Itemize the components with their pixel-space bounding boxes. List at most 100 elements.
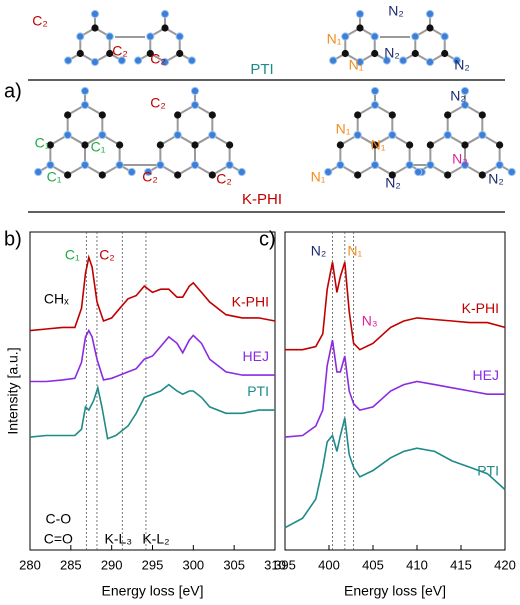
atom	[46, 141, 54, 149]
atom	[354, 111, 362, 119]
atom	[324, 167, 333, 177]
atom	[356, 24, 364, 32]
atom	[64, 56, 73, 65]
atom	[208, 111, 216, 119]
annotation: N₁	[347, 243, 362, 259]
series-label: PTI	[247, 383, 269, 399]
atom	[388, 130, 397, 140]
atom	[98, 111, 106, 119]
annotation: C₁	[65, 247, 80, 263]
x-tick-label: 280	[19, 557, 41, 572]
atom	[76, 49, 84, 58]
x-axis-label: Energy loss [eV]	[102, 583, 204, 599]
atom	[127, 167, 136, 177]
atom	[370, 160, 380, 170]
atom	[80, 100, 90, 110]
atom	[175, 32, 184, 41]
atom	[190, 160, 200, 170]
atom	[146, 32, 155, 41]
structure-label: PTI	[250, 61, 273, 78]
atom	[91, 24, 99, 32]
atom	[105, 32, 114, 41]
atom	[156, 141, 164, 149]
atom	[354, 171, 362, 179]
structure-label: K-PHI	[242, 191, 282, 208]
spectrum-line	[29, 254, 276, 332]
atom-label: C₁	[35, 135, 50, 151]
x-tick-label: 410	[406, 557, 428, 572]
atom	[64, 171, 72, 179]
atom	[336, 141, 344, 149]
atom	[461, 141, 469, 149]
atom	[355, 57, 365, 67]
atom	[496, 141, 504, 149]
atom	[208, 171, 216, 179]
atom	[478, 111, 486, 119]
atom	[98, 171, 106, 179]
atom	[34, 167, 43, 177]
x-tick-label: 420	[494, 557, 516, 572]
atom-label: N₂	[385, 175, 401, 191]
x-tick-label: 290	[101, 557, 123, 572]
x-tick-label: 400	[318, 557, 340, 572]
atom	[174, 111, 182, 119]
atom	[355, 9, 365, 19]
atom	[161, 24, 169, 32]
atom	[174, 171, 182, 179]
atom-label: C₁	[91, 139, 106, 155]
atom	[81, 141, 89, 149]
spectrum-line	[284, 417, 506, 529]
atom	[190, 86, 200, 96]
annotation: C₂	[99, 247, 115, 263]
atom-label: N₃	[452, 151, 468, 167]
atom	[426, 160, 435, 170]
atom	[443, 130, 452, 140]
atom	[414, 167, 423, 177]
annotation: C=O	[44, 531, 73, 547]
atom	[329, 56, 338, 65]
atom	[444, 171, 452, 179]
atom-label: N₂	[388, 3, 404, 19]
series-label: HEJ	[473, 367, 499, 383]
atom	[411, 32, 420, 41]
atom	[371, 49, 379, 58]
atom	[90, 9, 100, 19]
atom	[237, 167, 246, 177]
atom-label: C₂	[150, 51, 166, 67]
atom-label: N₁	[349, 57, 364, 73]
atom	[441, 49, 449, 58]
atom-label: N₁	[327, 31, 342, 47]
series-label: PTI	[477, 462, 499, 478]
annotation: CHₓ	[44, 291, 69, 307]
atom	[187, 56, 196, 65]
spectrum-line	[30, 328, 275, 383]
atom-label: C₂	[142, 169, 158, 185]
atom	[226, 141, 234, 149]
atom	[80, 160, 90, 170]
atom	[425, 57, 435, 67]
atom-label: N₂	[488, 171, 504, 187]
atom	[495, 160, 504, 170]
atom	[225, 160, 234, 170]
atom	[134, 56, 143, 65]
atom	[478, 171, 486, 179]
atom	[370, 32, 379, 41]
atom	[478, 130, 487, 140]
atom	[460, 160, 470, 170]
atom	[444, 111, 452, 119]
atom-label: N₁	[311, 169, 326, 185]
atom	[173, 130, 182, 140]
atom	[176, 49, 184, 58]
atom-label: C₂	[112, 43, 128, 59]
atom	[98, 130, 107, 140]
atom	[388, 111, 396, 119]
atom	[46, 160, 55, 170]
atom	[426, 141, 434, 149]
atom	[208, 130, 217, 140]
atom	[406, 141, 414, 149]
atom	[382, 56, 391, 65]
atom	[388, 171, 396, 179]
series-label: HEJ	[243, 348, 269, 364]
x-axis-label: Energy loss [eV]	[344, 583, 446, 599]
plot-frame	[29, 231, 276, 551]
